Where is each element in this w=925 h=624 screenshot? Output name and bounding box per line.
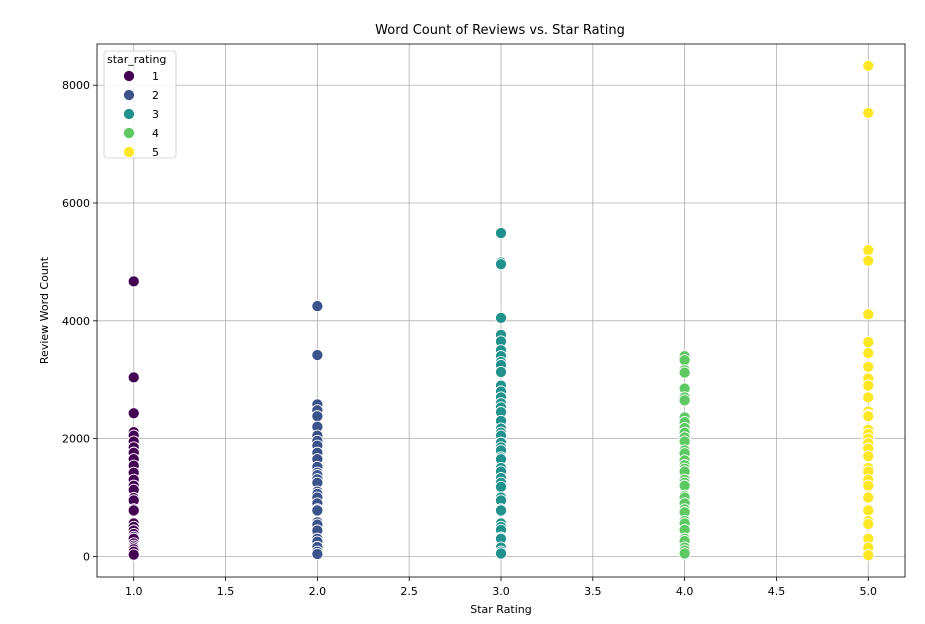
legend-box: [103, 50, 177, 159]
legend-label: 5: [152, 146, 159, 159]
data-point: [862, 491, 875, 504]
legend-label: 4: [152, 127, 159, 140]
data-points: [127, 59, 875, 562]
data-point: [494, 365, 508, 379]
x-tick-label: 3.0: [492, 585, 510, 598]
y-tick-label: 0: [83, 550, 90, 563]
data-point: [127, 371, 140, 384]
data-point: [862, 549, 875, 562]
legend: star_rating 1 2 3 4 5: [103, 50, 177, 159]
data-point: [678, 547, 691, 560]
data-point: [494, 311, 508, 324]
x-tick-label: 2.5: [400, 585, 418, 598]
data-point: [494, 258, 508, 271]
data-point: [311, 504, 324, 517]
data-point: [862, 254, 875, 267]
x-tick-label: 4.5: [768, 585, 786, 598]
legend-marker: [122, 126, 136, 140]
data-point: [862, 450, 875, 463]
legend-label: 2: [152, 89, 159, 102]
data-point: [862, 308, 875, 321]
legend-item: 5: [122, 145, 159, 159]
legend-label: 3: [152, 108, 159, 121]
data-point: [678, 366, 691, 379]
data-point: [862, 504, 875, 517]
y-tick-label: 2000: [62, 433, 90, 446]
legend-item: 4: [122, 126, 159, 140]
x-tick-label: 2.0: [309, 585, 327, 598]
data-point: [862, 391, 875, 404]
legend-marker: [122, 107, 136, 121]
y-tick-label: 4000: [62, 315, 90, 328]
x-tick-label: 1.0: [125, 585, 143, 598]
y-tick-label: 8000: [62, 79, 90, 92]
data-point: [862, 517, 875, 531]
y-tick-label: 6000: [62, 197, 90, 210]
legend-item: 3: [122, 107, 159, 121]
data-point: [862, 347, 875, 360]
x-tick-label: 5.0: [860, 585, 878, 598]
data-point: [127, 548, 140, 561]
data-point: [494, 504, 508, 517]
legend-marker: [122, 145, 136, 159]
data-point: [311, 300, 324, 313]
data-point: [494, 227, 508, 240]
legend-marker: [122, 88, 136, 102]
x-tick-label: 1.5: [217, 585, 235, 598]
data-point: [862, 106, 875, 119]
axis-ticks: 1.0 1.5 2.0 2.5 3.0 3.5 4.0 4.5 5.0 0 2000 4000 6000…: [62, 79, 877, 598]
grid-lines: [97, 44, 905, 577]
data-point: [862, 479, 875, 492]
data-point: [862, 410, 875, 423]
x-tick-label: 4.0: [676, 585, 694, 598]
data-point: [311, 410, 324, 423]
legend-label: 1: [152, 70, 159, 83]
data-point: [862, 244, 875, 257]
data-point: [678, 394, 691, 407]
data-point: [127, 407, 140, 420]
data-point: [862, 59, 875, 72]
series-5: [862, 59, 875, 562]
data-point: [494, 547, 508, 560]
data-point: [862, 335, 875, 349]
data-point: [862, 360, 875, 373]
data-point: [127, 275, 140, 288]
data-point: [678, 479, 691, 492]
y-axis-label: Review Word Count: [38, 256, 51, 364]
chart-title: Word Count of Reviews vs. Star Rating: [375, 23, 625, 38]
data-point: [678, 354, 691, 367]
legend-marker: [122, 69, 136, 83]
legend-item: 1: [122, 69, 159, 83]
data-point: [862, 379, 875, 392]
data-point: [311, 547, 324, 561]
series-2: [311, 300, 324, 561]
x-axis-label: Star Rating: [470, 603, 532, 616]
series-3: [494, 227, 508, 560]
series-1: [127, 275, 140, 561]
data-point: [494, 480, 508, 493]
legend-title: star_rating: [107, 53, 166, 66]
legend-items: 1 2 3 4 5: [122, 69, 159, 159]
legend-item: 2: [122, 88, 159, 102]
series-4: [678, 350, 691, 560]
x-tick-label: 3.5: [584, 585, 602, 598]
data-point: [127, 504, 140, 517]
data-point: [311, 348, 324, 362]
